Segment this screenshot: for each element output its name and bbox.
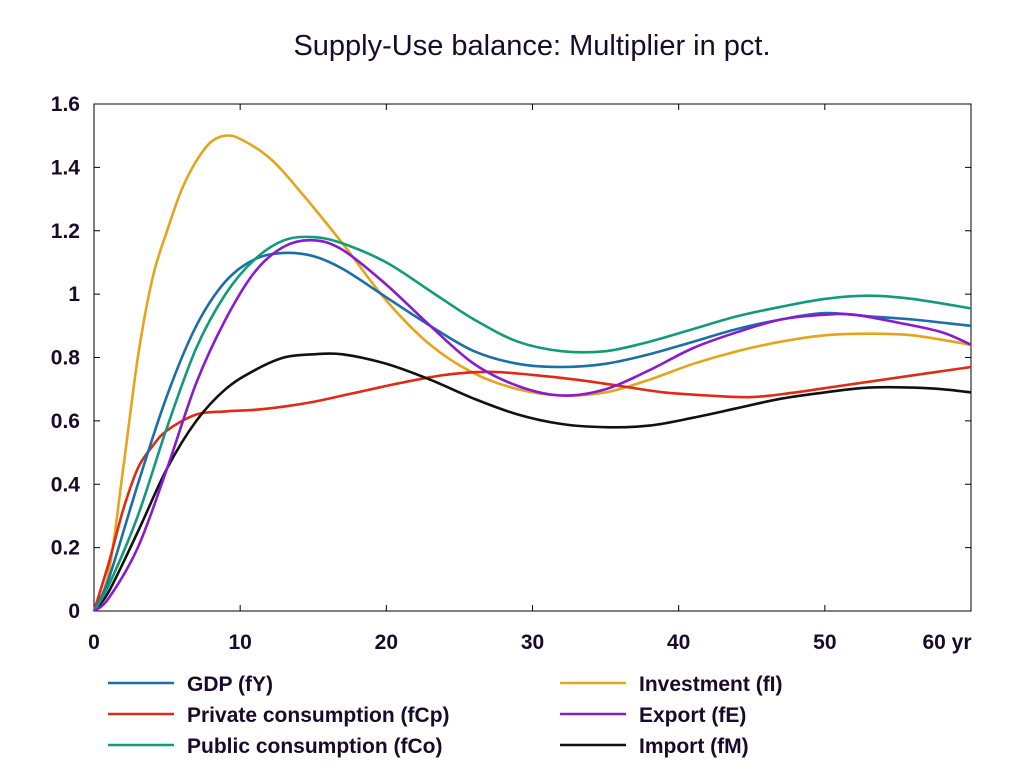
y-tick-label: 0.8 <box>51 347 81 370</box>
x-tick-label: 20 <box>375 631 398 654</box>
x-tick-label: 60 yr <box>922 631 971 654</box>
y-tick-label: 1.4 <box>51 156 81 179</box>
legend-label-gdp-fy: GDP (fY) <box>187 673 273 696</box>
legend-label-public-consumption-fco: Public consumption (fCo) <box>187 735 442 758</box>
series-line-private-consumption-fcp <box>92 365 972 612</box>
y-tick-label: 1 <box>68 283 80 306</box>
y-tick-label: 0.2 <box>51 537 80 560</box>
axes: 0 0.2 0.4 0.6 0.8 1 1.2 1.4 1.6 0 10 20 30 40 50 60 yr <box>51 93 972 654</box>
series-lines <box>92 134 972 613</box>
chart-title: Supply-Use balance: Multiplier in pct. <box>293 30 771 62</box>
legend-label-investment-fi: Investment (fI) <box>639 673 783 696</box>
plot-frame <box>93 103 972 612</box>
y-tick-label: 0.4 <box>51 473 81 496</box>
series-line-investment-fi <box>92 134 972 612</box>
y-tick-label: 0 <box>68 600 80 623</box>
x-tick-label: 0 <box>88 631 100 654</box>
series-line-public-consumption-fco <box>92 235 972 612</box>
x-tick-label: 10 <box>228 631 251 654</box>
legend-label-import-fm: Import (fM) <box>639 735 749 758</box>
legend-label-export-fe: Export (fE) <box>639 704 746 727</box>
series-line-export-fe <box>93 238 972 613</box>
legend-label-private-consumption-fcp: Private consumption (fCp) <box>187 704 450 727</box>
series-line-gdp-fy <box>92 251 972 612</box>
x-tick-label: 50 <box>813 631 836 654</box>
legend: GDP (fY) Investment (fI) Private consumpti… <box>108 673 783 758</box>
series-line-import-fm <box>92 352 972 612</box>
y-tick-label: 0.6 <box>51 410 80 433</box>
y-tick-label: 1.6 <box>51 93 80 116</box>
x-tick-label: 40 <box>667 631 690 654</box>
x-tick-label: 30 <box>521 631 544 654</box>
y-tick-label: 1.2 <box>51 220 80 243</box>
